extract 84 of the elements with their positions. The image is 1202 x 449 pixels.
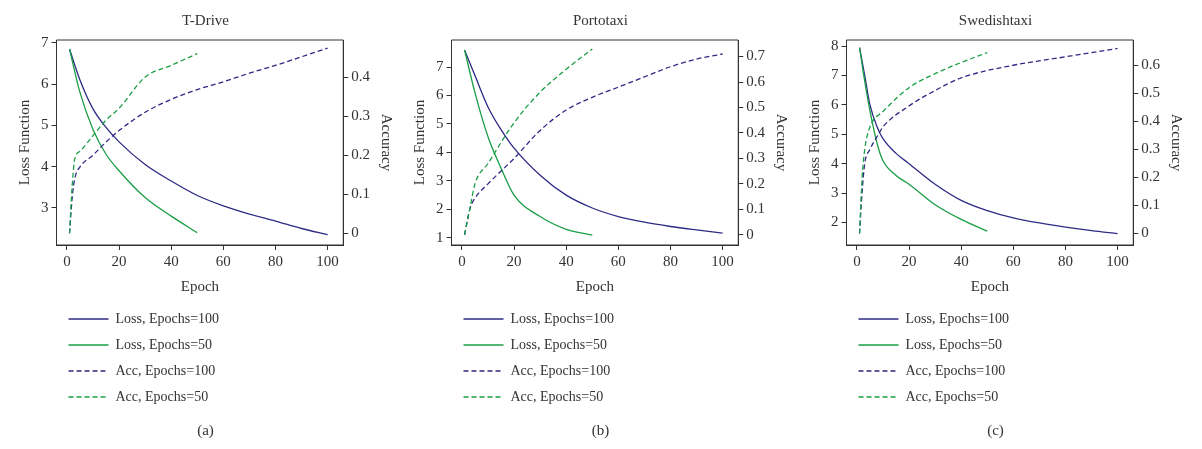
y2-axis-title: Accuracy <box>774 113 791 172</box>
y2-tick-label: 0.5 <box>746 98 765 115</box>
y2-tick-label: 0.7 <box>746 47 766 64</box>
x-tick-label: 100 <box>316 252 339 269</box>
x-tick-label: 80 <box>662 252 678 269</box>
legend-label: Acc, Epochs=50 <box>905 388 999 404</box>
y2-tick-label: 0.4 <box>351 68 371 85</box>
y-tick-label: 8 <box>831 37 839 54</box>
x-tick-label: 20 <box>901 252 917 269</box>
x-tick-label: 100 <box>1106 252 1129 269</box>
text: (b) <box>591 421 610 440</box>
y2-tick-label: 0.3 <box>746 149 765 166</box>
y2-axis-title: Accuracy <box>1169 113 1186 172</box>
y2-tick-label: 0 <box>351 224 359 241</box>
y-tick-label: 5 <box>41 116 49 133</box>
legend-label: Loss, Epochs=100 <box>115 310 220 326</box>
legend-label: Acc, Epochs=100 <box>510 362 611 378</box>
x-tick-label: 40 <box>953 252 969 269</box>
y2-tick-label: 0.6 <box>1141 56 1161 73</box>
chart-title: T-Drive <box>182 11 230 28</box>
x-axis-title: Epoch <box>970 277 1010 294</box>
x-tick-label: 0 <box>63 252 71 269</box>
legend-label: Loss, Epochs=100 <box>905 310 1010 326</box>
y2-tick-label: 0.4 <box>746 123 766 140</box>
y-tick-label: 7 <box>831 66 839 83</box>
chart-title: Swedishtaxi <box>958 11 1033 28</box>
y-tick-label: 3 <box>436 171 444 188</box>
y-tick-label: 2 <box>436 200 444 217</box>
y2-tick-label: 0 <box>746 225 754 242</box>
y-tick-label: 6 <box>831 95 839 112</box>
y2-axis-title: Accuracy <box>379 113 396 172</box>
text: (c) <box>987 421 1004 440</box>
x-tick-label: 80 <box>1057 252 1073 269</box>
legend-label: Loss, Epochs=50 <box>510 336 608 352</box>
x-tick-label: 60 <box>215 252 231 269</box>
y-tick-label: 4 <box>41 157 49 174</box>
y-tick-label: 6 <box>436 86 444 103</box>
legend-label: Acc, Epochs=50 <box>510 388 604 404</box>
x-tick-label: 20 <box>111 252 127 269</box>
y-tick-label: 4 <box>436 143 444 160</box>
y-tick-label: 3 <box>41 198 49 215</box>
x-tick-label: 20 <box>506 252 522 269</box>
y-tick-label: 4 <box>831 154 839 171</box>
legend-label: Acc, Epochs=50 <box>115 388 209 404</box>
legend-label: Loss, Epochs=50 <box>115 336 213 352</box>
y-tick-label: 7 <box>41 33 49 50</box>
y-axis-title: Loss Function <box>410 99 427 186</box>
x-tick-label: 60 <box>610 252 626 269</box>
y2-tick-label: 0.3 <box>1141 140 1160 157</box>
x-tick-label: 60 <box>1005 252 1021 269</box>
y-axis-title: Loss Function <box>15 99 32 186</box>
legend-label: Loss, Epochs=100 <box>510 310 615 326</box>
y-tick-label: 5 <box>831 125 839 142</box>
y-tick-label: 7 <box>436 57 444 74</box>
x-tick-label: 40 <box>558 252 574 269</box>
x-axis-title: Epoch <box>575 277 615 294</box>
y2-tick-label: 0.1 <box>746 200 765 217</box>
legend-label: Loss, Epochs=50 <box>905 336 1003 352</box>
chart-title: Portotaxi <box>573 11 628 28</box>
x-tick-label: 100 <box>711 252 734 269</box>
y2-tick-label: 0.3 <box>351 107 370 124</box>
y2-tick-label: 0.2 <box>1141 168 1160 185</box>
y2-tick-label: 0.6 <box>746 72 766 89</box>
y2-tick-label: 0.5 <box>1141 84 1160 101</box>
legend-label: Acc, Epochs=100 <box>905 362 1006 378</box>
text: (a) <box>197 421 214 440</box>
x-axis-title: Epoch <box>180 277 220 294</box>
y2-tick-label: 0.2 <box>351 146 370 163</box>
y-tick-label: 3 <box>831 183 839 200</box>
y-tick-label: 2 <box>831 213 839 230</box>
x-tick-label: 0 <box>853 252 861 269</box>
y2-tick-label: 0.1 <box>1141 196 1160 213</box>
legend-label: Acc, Epochs=100 <box>115 362 216 378</box>
y-axis-title: Loss Function <box>805 99 822 186</box>
y2-tick-label: 0.2 <box>746 174 765 191</box>
x-tick-label: 80 <box>267 252 283 269</box>
x-tick-label: 0 <box>458 252 466 269</box>
y2-tick-label: 0 <box>1141 224 1149 241</box>
y-tick-label: 5 <box>436 114 444 131</box>
y2-tick-label: 0.1 <box>351 185 370 202</box>
x-tick-label: 40 <box>163 252 179 269</box>
y-tick-label: 1 <box>436 228 444 245</box>
y-tick-label: 6 <box>41 75 49 92</box>
y2-tick-label: 0.4 <box>1141 112 1161 129</box>
